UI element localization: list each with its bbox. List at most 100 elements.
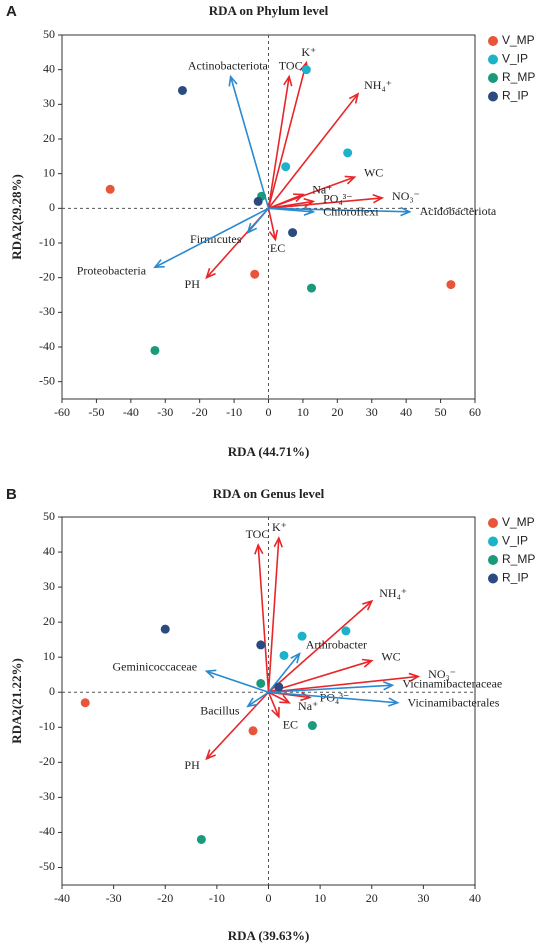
arrow-head bbox=[361, 658, 374, 668]
arrow-label: NH₄⁺ bbox=[364, 78, 392, 92]
x-tick-label: -20 bbox=[192, 405, 208, 419]
x-tick-label: -20 bbox=[157, 891, 173, 905]
y-tick-label: -10 bbox=[39, 719, 55, 733]
x-tick-label: -40 bbox=[54, 891, 70, 905]
x-tick-label: 30 bbox=[417, 891, 429, 905]
arrow bbox=[154, 207, 269, 268]
arrow bbox=[205, 691, 270, 760]
arrow-label: K⁺ bbox=[272, 520, 287, 534]
y-tick-label: 0 bbox=[49, 200, 55, 214]
point bbox=[341, 626, 351, 636]
arrow-label: PH bbox=[185, 277, 201, 291]
point bbox=[301, 65, 311, 75]
arrow-label: TOC bbox=[279, 58, 303, 72]
point bbox=[105, 184, 115, 194]
legend-label: V_MP bbox=[502, 515, 535, 529]
arrow bbox=[268, 659, 372, 694]
arrow-head bbox=[254, 543, 264, 555]
x-tick-label: -10 bbox=[226, 405, 242, 419]
arrow-head bbox=[290, 652, 301, 664]
arrow bbox=[267, 653, 301, 693]
arrow-label: NO₃⁻ bbox=[428, 667, 456, 681]
arrow bbox=[268, 197, 383, 210]
arrow bbox=[267, 537, 280, 693]
y-tick-label: -20 bbox=[39, 754, 55, 768]
point bbox=[250, 269, 260, 279]
y-tick-label: -20 bbox=[39, 269, 55, 283]
point bbox=[177, 85, 187, 95]
arrow-head bbox=[300, 691, 312, 702]
arrow-label: WC bbox=[381, 650, 400, 664]
point bbox=[446, 280, 456, 290]
arrow-head bbox=[205, 749, 216, 761]
arrow-head bbox=[400, 206, 412, 217]
point bbox=[297, 631, 307, 641]
legend-label: R_IP bbox=[502, 89, 529, 103]
arrow bbox=[267, 76, 290, 209]
arrow-label: TOC bbox=[246, 527, 270, 541]
legend-marker bbox=[488, 518, 498, 528]
arrow bbox=[268, 684, 393, 694]
y-axis-label: RDA2(21.22%) bbox=[9, 658, 24, 744]
arrow-head bbox=[344, 175, 357, 185]
arrow-label: EC bbox=[283, 718, 298, 732]
arrow bbox=[268, 200, 314, 210]
x-tick-label: 30 bbox=[366, 405, 378, 419]
x-tick-label: 10 bbox=[297, 405, 309, 419]
panel-label: B bbox=[6, 486, 17, 503]
arrow-head bbox=[268, 229, 279, 242]
arrow bbox=[268, 691, 290, 704]
y-tick-label: 30 bbox=[43, 96, 55, 110]
point bbox=[160, 624, 170, 634]
x-axis-label: RDA (39.63%) bbox=[228, 928, 310, 943]
x-tick-label: 50 bbox=[435, 405, 447, 419]
x-tick-label: 0 bbox=[266, 891, 272, 905]
arrow-head bbox=[228, 74, 238, 87]
legend-label: R_MP bbox=[502, 70, 535, 84]
arrow-label: Na⁺ bbox=[298, 699, 318, 713]
legend-marker bbox=[488, 73, 498, 83]
legend-marker bbox=[488, 573, 498, 584]
arrow bbox=[268, 193, 304, 210]
x-tick-label: -60 bbox=[54, 405, 70, 419]
y-tick-label: 40 bbox=[43, 61, 55, 75]
arrow-label: Vicinamibacterales bbox=[408, 695, 500, 709]
arrow bbox=[257, 544, 270, 693]
x-tick-label: -50 bbox=[88, 405, 104, 419]
arrow bbox=[268, 207, 410, 213]
arrow-head bbox=[204, 669, 217, 679]
x-tick-label: -40 bbox=[123, 405, 139, 419]
arrow-label: PO₄³⁻ bbox=[323, 192, 352, 206]
arrow-head bbox=[246, 222, 258, 235]
panel-label: A bbox=[6, 3, 17, 20]
arrow-head bbox=[279, 694, 291, 704]
y-tick-label: -50 bbox=[39, 373, 55, 387]
arrow-label: Chloroflexi bbox=[323, 204, 379, 218]
arrow-label: EC bbox=[270, 241, 285, 255]
x-tick-label: 40 bbox=[400, 405, 412, 419]
arrow bbox=[268, 207, 314, 213]
arrow bbox=[267, 93, 359, 209]
arrow-head bbox=[303, 198, 316, 208]
arrow-label: K⁺ bbox=[301, 45, 316, 59]
chart-title: RDA on Phylum level bbox=[209, 3, 329, 18]
point bbox=[279, 650, 289, 660]
y-tick-label: -30 bbox=[39, 789, 55, 803]
y-tick-label: 50 bbox=[43, 509, 55, 523]
point bbox=[307, 721, 317, 731]
point bbox=[253, 196, 263, 206]
x-tick-label: 60 bbox=[469, 405, 481, 419]
arrow-label: Proteobacteria bbox=[77, 264, 147, 278]
legend-marker bbox=[488, 91, 498, 102]
arrow-head bbox=[205, 268, 216, 280]
point bbox=[307, 283, 317, 293]
arrow-label: Firmicutes bbox=[190, 232, 242, 246]
y-tick-label: 40 bbox=[43, 544, 55, 558]
arrow-head bbox=[273, 536, 283, 548]
legend-label: R_IP bbox=[502, 571, 529, 585]
arrow-label: PH bbox=[184, 758, 200, 772]
y-axis-label: RDA2(29.28%) bbox=[9, 174, 24, 260]
point bbox=[248, 726, 258, 736]
arrow-label: Na⁺ bbox=[312, 182, 332, 196]
y-tick-label: 30 bbox=[43, 579, 55, 593]
